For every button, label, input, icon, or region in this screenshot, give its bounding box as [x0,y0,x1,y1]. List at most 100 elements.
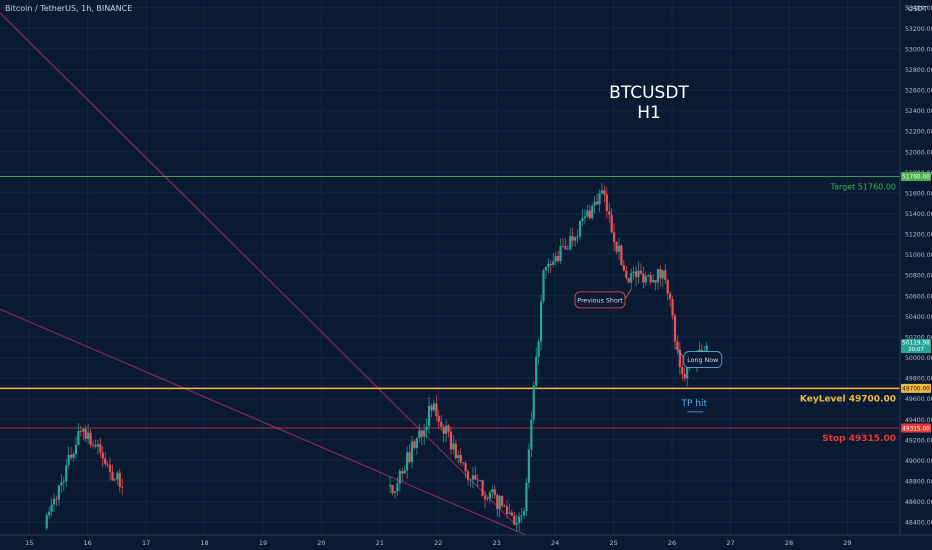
candle-body [101,452,104,459]
candle-body [588,210,591,219]
candle-body [418,430,421,438]
candle-body [437,416,440,422]
candle-body [634,271,638,278]
chart-title: BTCUSDT [609,83,689,103]
trendline [0,12,515,524]
candle-body [666,280,669,294]
candle-body [642,273,645,283]
candle-body [615,241,618,252]
candle-body [661,270,664,279]
candle-body [121,486,124,488]
candle-body [608,211,611,215]
candle-body [603,190,606,195]
candle-body [676,341,679,350]
candle-body [600,190,604,194]
candle-body [513,515,516,525]
price-tick-label: 49200.00 [905,437,932,444]
time-tick-label: 24 [551,539,559,547]
candle-body [469,479,472,481]
candle-body [537,341,540,357]
candle-body [459,454,462,463]
candle-body [647,275,650,277]
candle-body [479,480,482,482]
time-tick-label: 29 [843,539,851,547]
candle-body [654,280,657,283]
candle-body [430,405,433,411]
time-tick-label: 16 [84,539,92,547]
candle-body [94,445,97,447]
candle-body [483,495,487,500]
level-label-stop: Stop 49315.00 [822,434,896,444]
candle-body [651,280,655,283]
candle-body [539,301,543,342]
candle-body [576,236,579,238]
candle-body [595,201,599,205]
candle-body [457,454,460,459]
price-tick-label: 49600.00 [905,396,932,403]
candle-body [116,472,119,480]
candle-body [610,214,613,233]
time-tick-label: 26 [668,539,676,547]
candle-body [111,471,114,481]
long-now-box [683,351,723,368]
price-tick-label: 49400.00 [905,417,932,424]
price-tick-label: 52200.00 [905,129,932,136]
previous-short-pointer [624,289,632,300]
time-axis[interactable]: 15 16 17 18 19 20 21 22 23 24 25 26 27 28 29 [25,539,851,547]
symbol-header[interactable]: Bitcoin / TetherUS, 1h, BINANCE [5,4,133,13]
candle-body [72,453,75,458]
candle-body [549,263,552,265]
candle-body [627,278,630,283]
candle-body [515,523,518,525]
candle-body [466,471,470,480]
time-tick-label: 23 [493,539,501,547]
candle-body [77,431,80,445]
candle-body [639,270,643,274]
candle-body [415,437,418,448]
annotations: Previous Short Long Now TP hit [574,289,723,413]
candle-body [89,432,92,445]
candle-body [554,256,557,262]
grid [0,0,900,535]
candle-body [510,512,513,516]
chart-titles: BTCUSDT H1 [609,83,689,123]
candle-body [48,511,51,516]
price-tick-label: 50800.00 [905,273,932,280]
price-tick-label: 49800.00 [905,376,932,383]
candle-body [435,403,438,417]
currency-label: USDT [908,5,928,13]
price-axis[interactable]: 48400.00 48600.00 48800.00 49000.00 49200.00… [905,5,932,526]
candle-body [396,483,399,492]
candle-body [530,419,533,450]
candle-body [401,471,404,474]
candle-body [564,246,567,250]
level-axis-label: 51760.00 [902,175,930,181]
candle-body [74,444,78,454]
candle-body [552,261,555,265]
candle-body [644,276,647,283]
candle-body [591,205,594,219]
candle-body [84,429,87,439]
candle-body [440,421,443,427]
candle-body [454,443,457,459]
candle-body [505,506,509,514]
candle-body [57,485,61,500]
candle-body [681,367,684,374]
price-tick-label: 53000.00 [905,46,932,53]
candle-body [82,429,85,432]
long-now-pointer [675,347,685,358]
candle-body [508,512,511,514]
candle-body [391,484,394,493]
candle-body [578,220,582,237]
time-tick-label: 19 [259,539,267,547]
price-tick-label: 52600.00 [905,88,932,95]
candle-body [569,236,572,249]
candle-body [99,444,102,453]
price-tick-label: 48800.00 [905,478,932,485]
candle-body [656,269,660,283]
candle-body [630,273,633,283]
candle-body [683,373,686,379]
candle-body [481,480,484,496]
candle-body [445,425,448,434]
candle-body [45,515,48,529]
